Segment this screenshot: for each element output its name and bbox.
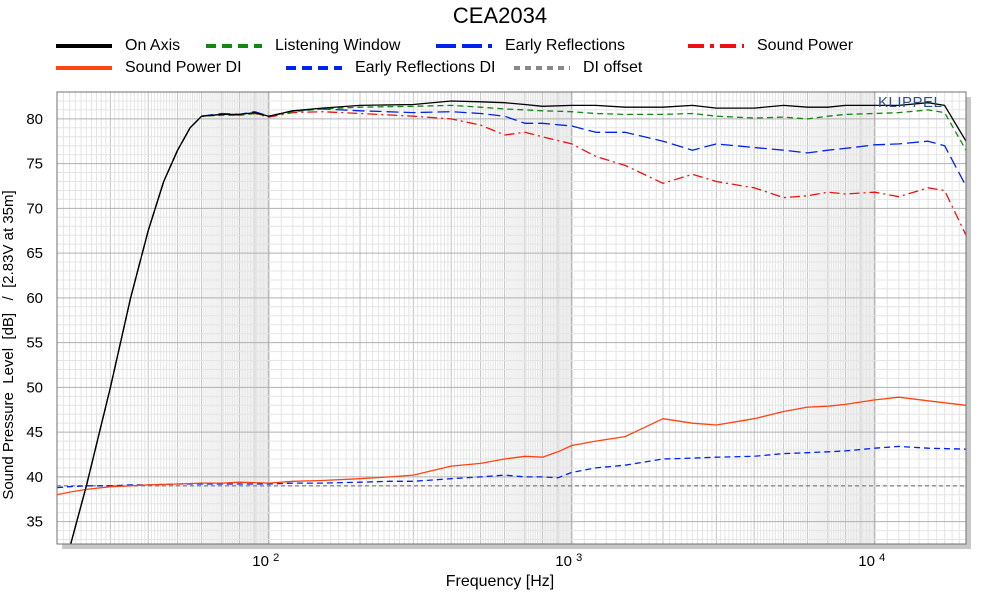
- legend-item: On Axis: [55, 36, 180, 56]
- legend-swatch: [56, 66, 112, 70]
- legend-label: Listening Window: [275, 37, 401, 54]
- legend-label: Sound Power: [757, 37, 854, 54]
- x-tick-label: 10 2: [252, 552, 279, 570]
- legend-swatch: [206, 44, 262, 48]
- legend-label: On Axis: [125, 37, 181, 54]
- legend-label: Early Reflections: [505, 37, 626, 54]
- y-tick-label: 50: [26, 379, 43, 396]
- y-tick-label: 40: [26, 469, 43, 486]
- legend-swatch: [514, 66, 570, 70]
- plot-background: [57, 92, 966, 544]
- legend-item: Sound Power DI: [55, 58, 242, 78]
- series-lines: [57, 100, 966, 544]
- y-axis-label: Sound Pressure Level [dB] / [2.83V at 35…: [0, 190, 17, 499]
- y-tick-label: 45: [26, 424, 43, 441]
- x-tick-labels: 10 2 10 3 10 4: [252, 552, 885, 570]
- y-tick-label: 80: [26, 111, 43, 128]
- grid: [56, 91, 967, 544]
- legend-label: Early Reflections DI: [355, 59, 496, 76]
- legend-item: Sound Power: [687, 36, 853, 56]
- legend-label: DI offset: [583, 59, 643, 76]
- legend-item: Early Reflections DI: [285, 58, 496, 78]
- legend-swatch: [286, 66, 342, 70]
- legend-swatch: [688, 44, 744, 48]
- y-tick-label: 55: [26, 335, 43, 352]
- series-line: [57, 396, 966, 496]
- series-line: [70, 104, 966, 544]
- y-tick-label: 65: [26, 245, 43, 262]
- klippel-watermark: KLIPPEL: [878, 94, 943, 111]
- y-tick-label: 70: [26, 200, 43, 217]
- plot-frame: [56, 91, 967, 545]
- legend-item: Listening Window: [205, 36, 400, 56]
- y-axis-label-wrap: Sound Pressure Level [dB] / [2.83V at 35…: [0, 190, 17, 499]
- legend: On Axis Listening Window Early Reflections…: [55, 36, 955, 80]
- y-tick-labels: 35 40 45 50 55 60 65 70 75 80: [26, 111, 43, 531]
- legend-item: Early Reflections: [435, 36, 625, 56]
- y-tick-label: 35: [26, 514, 43, 531]
- legend-item: DI offset: [513, 58, 642, 78]
- y-tick-label: 60: [26, 290, 43, 307]
- series-line: [70, 100, 966, 544]
- x-axis-label: Frequency [Hz]: [445, 573, 555, 590]
- legend-swatch: [56, 44, 112, 48]
- legend-label: Sound Power DI: [125, 59, 242, 76]
- x-tick-label: 10 4: [858, 552, 885, 570]
- y-tick-label: 75: [26, 156, 43, 173]
- x-tick-label: 10 3: [555, 552, 582, 570]
- legend-swatch: [436, 44, 492, 48]
- chart-title: CEA2034: [452, 3, 548, 28]
